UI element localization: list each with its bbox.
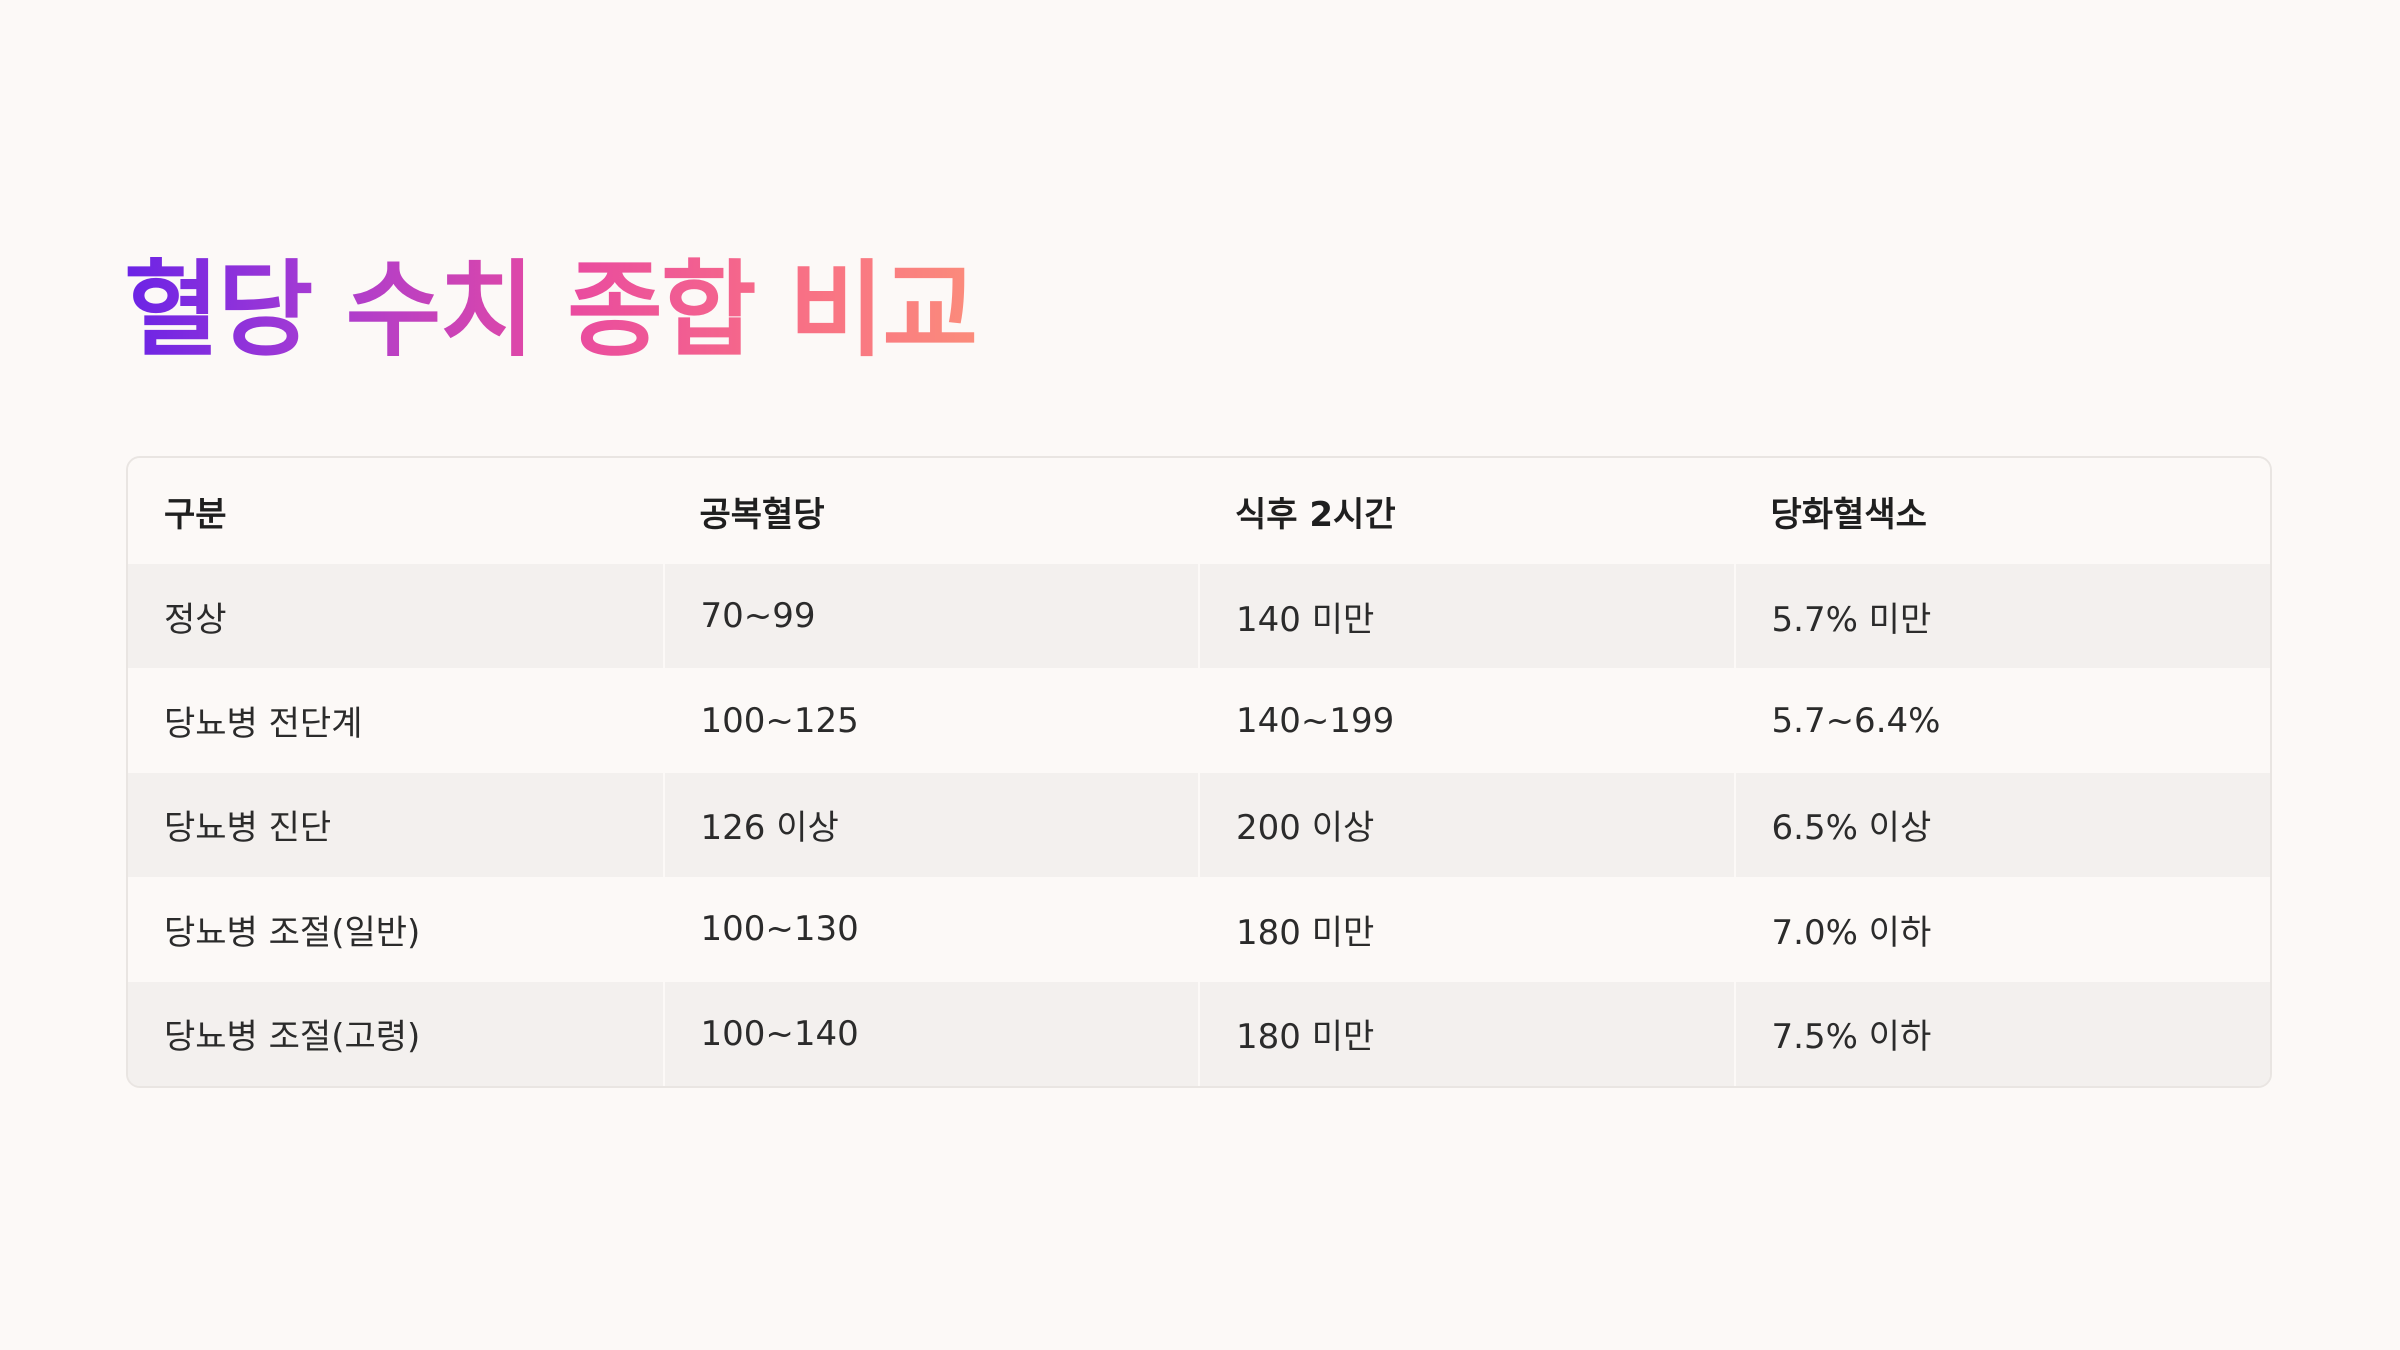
cell-category: 당뇨병 조절(고령) — [128, 981, 664, 1086]
cell-postprandial-2h: 180 미만 — [1198, 981, 1735, 1086]
cell-fasting-glucose: 100~140 — [662, 981, 1199, 1086]
comparison-table: 구분 공복혈당 식후 2시간 당화혈색소 정상 70~99 140 미만 5.7… — [126, 456, 2272, 1088]
cell-hba1c: 5.7~6.4% — [1733, 668, 2270, 773]
cell-category: 당뇨병 진단 — [128, 772, 664, 878]
table-row: 당뇨병 전단계 100~125 140~199 5.7~6.4% — [128, 668, 2270, 773]
cell-fasting-glucose: 100~125 — [662, 668, 1199, 773]
cell-hba1c: 7.0% 이하 — [1733, 877, 2270, 982]
cell-fasting-glucose: 70~99 — [662, 564, 1199, 669]
header-postprandial-2h: 식후 2시간 — [1199, 458, 1735, 564]
cell-fasting-glucose: 126 이상 — [662, 772, 1199, 878]
header-category: 구분 — [128, 458, 664, 564]
cell-hba1c: 5.7% 미만 — [1733, 564, 2270, 669]
cell-hba1c: 6.5% 이상 — [1733, 772, 2270, 878]
header-hba1c: 당화혈색소 — [1734, 458, 2270, 564]
cell-postprandial-2h: 140 미만 — [1198, 564, 1735, 669]
cell-category: 정상 — [128, 564, 664, 669]
cell-postprandial-2h: 180 미만 — [1198, 877, 1735, 982]
table-row: 당뇨병 진단 126 이상 200 이상 6.5% 이상 — [128, 772, 2270, 878]
cell-category: 당뇨병 조절(일반) — [128, 877, 664, 982]
header-fasting-glucose: 공복혈당 — [663, 458, 1199, 564]
cell-fasting-glucose: 100~130 — [662, 877, 1199, 982]
page-title: 혈당 수치 종합 비교 — [124, 246, 978, 374]
table-row: 당뇨병 조절(고령) 100~140 180 미만 7.5% 이하 — [128, 981, 2270, 1086]
table-row: 당뇨병 조절(일반) 100~130 180 미만 7.0% 이하 — [128, 877, 2270, 982]
cell-category: 당뇨병 전단계 — [128, 668, 664, 773]
cell-postprandial-2h: 200 이상 — [1198, 772, 1735, 878]
table-row: 정상 70~99 140 미만 5.7% 미만 — [128, 564, 2270, 669]
cell-postprandial-2h: 140~199 — [1198, 668, 1735, 773]
cell-hba1c: 7.5% 이하 — [1733, 981, 2270, 1086]
table-header-row: 구분 공복혈당 식후 2시간 당화혈색소 — [128, 458, 2270, 564]
